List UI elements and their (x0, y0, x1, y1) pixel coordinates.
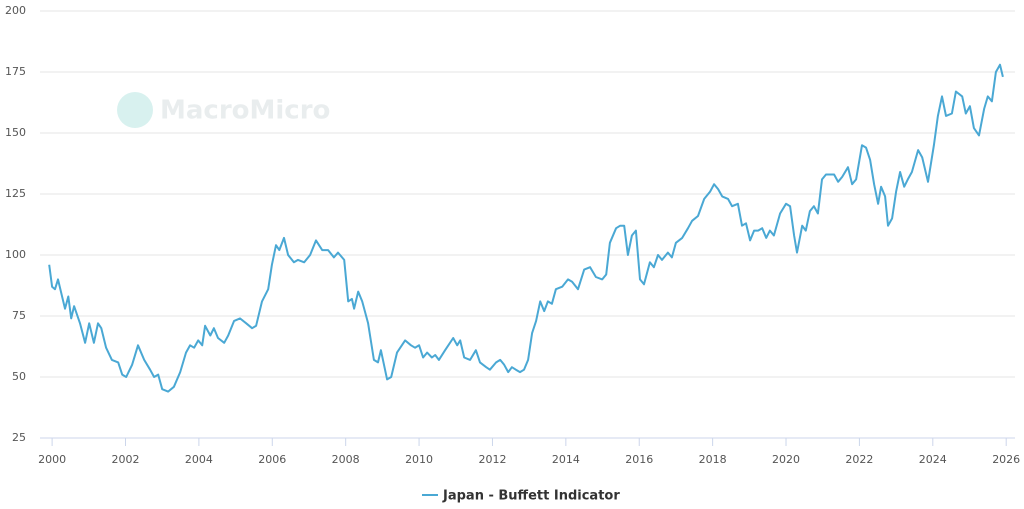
watermark-icon (117, 92, 153, 128)
x-tick-label: 2008 (332, 453, 360, 466)
x-tick-label: 2018 (699, 453, 727, 466)
data-line (48, 63, 1004, 393)
x-tick-label: 2022 (845, 453, 873, 466)
legend-label: Japan - Buffett Indicator (442, 489, 620, 504)
y-tick-label: 100 (5, 248, 26, 261)
x-tick-label: 2002 (112, 453, 140, 466)
watermark-text: MacroMicro (160, 96, 330, 126)
y-tick-label: 25 (12, 431, 26, 444)
x-tick-label: 2014 (552, 453, 580, 466)
x-tick-label: 2010 (405, 453, 433, 466)
y-tick-label: 125 (5, 187, 26, 200)
x-tick-label: 2006 (258, 453, 286, 466)
x-tick-label: 2020 (772, 453, 800, 466)
watermark: MacroMicro (117, 92, 330, 128)
x-tick-label: 2016 (625, 453, 653, 466)
legend: Japan - Buffett Indicator (422, 489, 620, 504)
y-tick-label: 200 (5, 4, 26, 17)
x-tick-label: 2024 (919, 453, 947, 466)
y-tick-label: 75 (12, 309, 26, 322)
x-tick-label: 2004 (185, 453, 213, 466)
x-tick-label: 2012 (478, 453, 506, 466)
y-tick-label: 175 (5, 65, 26, 78)
x-tick-label: 2026 (992, 453, 1020, 466)
x-tick-label: 2000 (38, 453, 66, 466)
y-tick-label: 150 (5, 126, 26, 139)
y-tick-label: 50 (12, 370, 26, 383)
